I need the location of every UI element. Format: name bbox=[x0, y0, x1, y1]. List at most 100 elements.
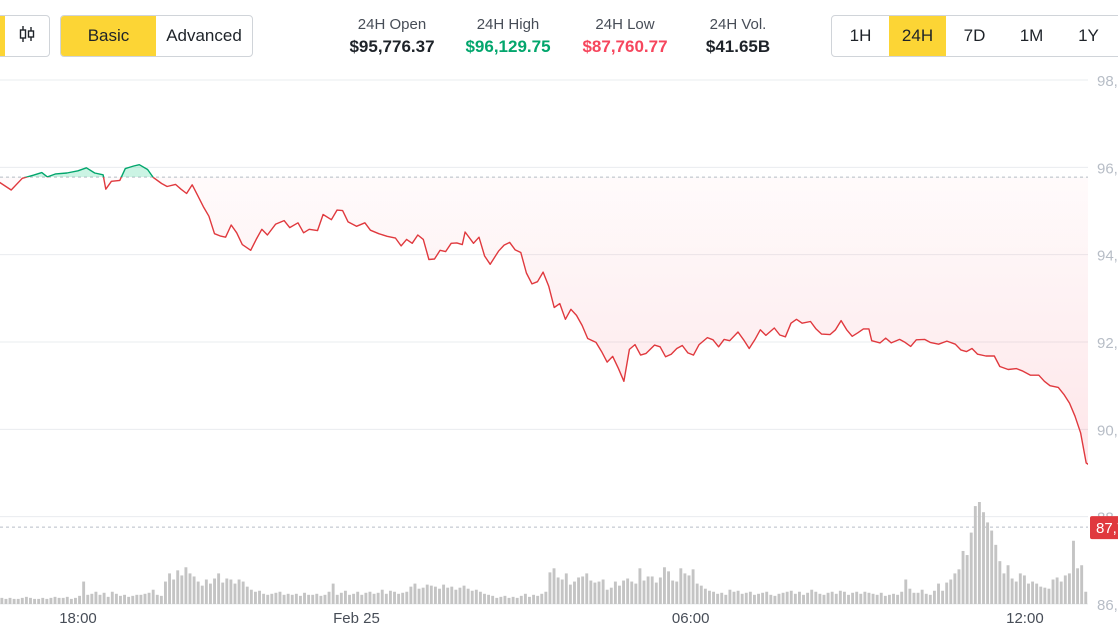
volume-bar bbox=[675, 581, 679, 604]
stat-24h-volume: 24H Vol. $41.65B bbox=[694, 15, 782, 59]
volume-bar bbox=[470, 590, 474, 604]
volume-bar bbox=[438, 588, 441, 604]
last-price-label: 87,7 bbox=[1096, 520, 1118, 537]
volume-bar bbox=[343, 590, 347, 604]
volume-bar bbox=[626, 578, 630, 604]
volume-bar bbox=[683, 573, 687, 604]
volume-bar bbox=[1047, 588, 1051, 604]
y-axis-tick-label: 94,000 bbox=[1097, 248, 1118, 265]
volume-bar bbox=[536, 595, 540, 604]
advanced-mode-button[interactable]: Advanced bbox=[166, 26, 242, 45]
range-button-7d[interactable]: 7D bbox=[963, 26, 986, 45]
volume-bar bbox=[213, 578, 216, 604]
volume-bar bbox=[286, 593, 290, 604]
volume-bar bbox=[806, 592, 810, 604]
volume-bar bbox=[945, 582, 949, 604]
volume-bar bbox=[597, 581, 601, 604]
volume-bar bbox=[196, 581, 200, 604]
volume-bar bbox=[1022, 575, 1026, 604]
volume-bar bbox=[401, 592, 405, 604]
volume-bar bbox=[581, 576, 585, 604]
volume-bar bbox=[618, 585, 621, 604]
volume-bar bbox=[720, 592, 724, 604]
volume-bar bbox=[769, 594, 773, 604]
volume-bar bbox=[69, 598, 73, 604]
volume-bar bbox=[33, 598, 37, 604]
volume-bar bbox=[609, 587, 613, 604]
volume-bar bbox=[495, 597, 499, 604]
volume-bar bbox=[761, 592, 765, 604]
volume-bar bbox=[601, 579, 605, 604]
volume-bar bbox=[994, 544, 998, 604]
stat-24h-low: 24H Low $87,760.77 bbox=[570, 15, 680, 59]
volume-bar bbox=[348, 594, 351, 604]
volume-bar bbox=[53, 596, 57, 604]
volume-bar bbox=[515, 597, 519, 604]
time-range-selector: 1H 24H 7D 1M 1Y bbox=[831, 15, 1118, 57]
volume-bar bbox=[728, 589, 732, 604]
range-button-24h[interactable]: 24H bbox=[889, 16, 946, 56]
volume-bar bbox=[1031, 581, 1035, 604]
volume-bar bbox=[687, 575, 691, 604]
volume-bar bbox=[928, 594, 932, 604]
volume-bar bbox=[773, 595, 777, 604]
range-button-1h[interactable]: 1H bbox=[849, 26, 872, 45]
y-axis-tick-label: 96,000 bbox=[1097, 160, 1118, 177]
volume-bar bbox=[209, 583, 212, 604]
volume-bar bbox=[552, 568, 556, 604]
volume-bar bbox=[204, 579, 208, 604]
volume-bar bbox=[1006, 565, 1010, 604]
volume-bar bbox=[429, 585, 433, 604]
volume-bar bbox=[613, 581, 617, 604]
volume-bar bbox=[315, 593, 319, 604]
volume-bar bbox=[908, 588, 912, 604]
x-axis-tick-label: 12:00 bbox=[1006, 610, 1044, 627]
volume-bar bbox=[650, 576, 654, 604]
volume-bar bbox=[1035, 583, 1039, 604]
volume-bar bbox=[20, 597, 24, 604]
price-chart[interactable]: 98,00096,00094,00092,00090,00088,00086,0… bbox=[0, 72, 1118, 628]
volume-bar bbox=[274, 592, 278, 604]
volume-bar bbox=[413, 583, 417, 604]
volume-bar bbox=[797, 591, 801, 604]
range-button-1m[interactable]: 1M bbox=[1019, 26, 1044, 45]
price-area-below-open bbox=[0, 177, 1088, 465]
volume-bar bbox=[932, 590, 936, 604]
volume-bar bbox=[45, 598, 49, 604]
range-button-1y[interactable]: 1Y bbox=[1078, 26, 1099, 45]
volume-bar bbox=[568, 584, 572, 604]
volume-bar bbox=[61, 597, 65, 604]
volume-bar bbox=[384, 593, 388, 604]
volume-bar bbox=[1063, 575, 1067, 604]
volume-bar bbox=[708, 590, 711, 604]
volume-bar bbox=[339, 592, 343, 604]
volume-bar bbox=[867, 592, 871, 604]
chart-type-button[interactable] bbox=[0, 15, 50, 57]
last-price-tag bbox=[1090, 516, 1118, 540]
volume-bar bbox=[237, 579, 241, 604]
volume-bar bbox=[781, 592, 785, 604]
x-axis-tick-label: Feb 25 bbox=[333, 610, 380, 627]
volume-bar bbox=[937, 583, 940, 604]
basic-mode-button[interactable]: Basic bbox=[61, 16, 156, 56]
volume-bar bbox=[74, 597, 77, 604]
volume-bar bbox=[86, 594, 90, 604]
volume-bar bbox=[135, 594, 139, 604]
volume-bar bbox=[188, 573, 192, 604]
volume-bar bbox=[65, 596, 69, 604]
volume-bar bbox=[147, 592, 151, 604]
volume-bar bbox=[777, 593, 781, 604]
volume-bar bbox=[691, 569, 695, 604]
volume-bar bbox=[446, 587, 450, 604]
volume-bar bbox=[143, 593, 147, 604]
volume-bar bbox=[920, 589, 924, 604]
volume-bar bbox=[433, 586, 437, 604]
volume-bar bbox=[528, 596, 531, 604]
volume-bar bbox=[740, 593, 744, 604]
volume-bar bbox=[225, 578, 229, 604]
volume-bar bbox=[834, 593, 838, 604]
volume-bar bbox=[924, 593, 928, 604]
volume-bar bbox=[1084, 591, 1088, 604]
volume-bar bbox=[1002, 573, 1006, 604]
volume-bar bbox=[139, 594, 143, 604]
